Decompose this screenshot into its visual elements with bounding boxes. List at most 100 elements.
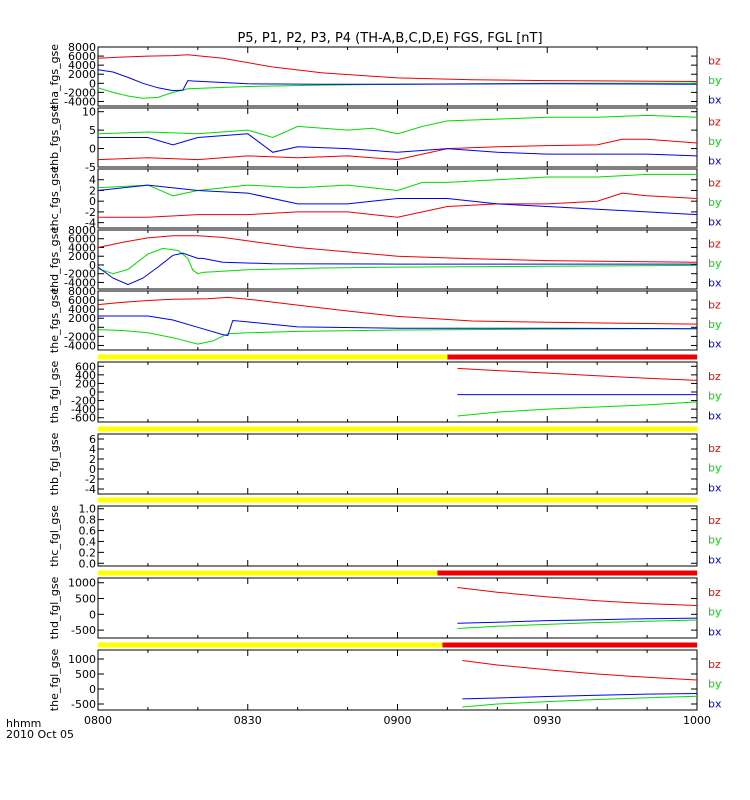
y-axis-label: thb_fgs_gse [48,105,61,171]
y-tick-label: 2000 [68,312,96,325]
y-tick-label: 0 [89,608,96,621]
y-tick-label: 0 [89,463,96,476]
x-tick-label: 0800 [84,714,112,727]
y-axis-label: thb_fgl_gse [48,432,61,495]
y-tick-label: 0.4 [79,535,97,548]
panel-thc_fgs_gse: 420-2-4 thc_fgs_gse bz by bx [48,166,722,231]
bars-layer [98,354,697,648]
y-axis-label: tha_fgs_gse [48,44,61,109]
series-bz-line [462,660,698,681]
y-tick-label: 0 [89,77,96,90]
y-tick-label: -4000 [64,339,96,352]
legend-bx: bx [708,481,722,494]
y-tick-label: 1.0 [79,503,97,516]
status-bar-segment-yellow [98,497,697,503]
series-by-line [97,247,698,275]
series-bx-line [97,184,698,216]
y-tick-label: 2000 [68,250,96,263]
y-tick-label: 4000 [68,241,96,254]
y-tick-label: -2 [85,206,96,219]
y-tick-label: 4 [89,174,96,187]
series-by-line [457,401,698,417]
legend-bz: bz [708,116,721,129]
x-tick-label: 0930 [533,714,561,727]
x-tick-label: 1000 [683,714,711,727]
y-tick-label: 0 [89,195,96,208]
y-tick-label: 600 [75,360,96,373]
status-bar-segment-red [442,642,697,648]
panel-thb_fgs_gse: 10 5 0 -5 thb_fgs_gse bz by bx [48,105,722,174]
y-tick-label: -500 [71,698,96,711]
y-axis-label: thc_fgl_gse [48,505,61,567]
y-tick-label: -4 [85,483,96,496]
panel-frame [97,577,698,639]
legend-bz: bz [708,177,721,190]
y-tick-label: 0 [89,683,96,696]
y-tick-label: 400 [75,369,96,382]
legend-by: by [708,678,722,691]
y-tick-label: -400 [71,403,96,416]
y-tick-label: -500 [71,624,96,637]
y-tick-label: 8000 [68,41,96,54]
legend-bz: bz [708,238,721,251]
legend-by: by [708,390,722,403]
status-bar-segment-yellow [98,570,438,576]
legend-by: by [708,318,722,331]
legend-bz: bz [708,55,721,68]
series-bz-line [97,296,698,325]
panel-the_fgl_gse: 1000 500 0 -500 the_fgl_gse bz by bx [48,649,722,712]
x-tick-label: 0830 [234,714,262,727]
series-bz-line [97,54,698,82]
y-tick-label: 8000 [68,224,96,237]
y-tick-label: 0.2 [79,546,97,559]
y-tick-label: 500 [75,593,96,606]
series-by-line [462,695,698,708]
series-bz-line [457,367,698,381]
y-tick-label: -2000 [64,268,96,281]
legend-bz: bz [708,586,721,599]
legend-by: by [708,534,722,547]
legend-by: by [708,606,722,619]
y-tick-label: 200 [75,377,96,390]
y-tick-label: -200 [71,395,96,408]
y-tick-label: 1000 [68,577,96,590]
status-bar-segment-yellow [98,354,448,360]
legend-bx: bx [708,216,722,229]
legend-by: by [708,462,722,475]
y-tick-label: 2 [89,453,96,466]
y-tick-label: 6000 [68,294,96,307]
panel-thd_fgl_gse: 1000 500 0 -500 thd_fgl_gse bz by bx [48,576,722,639]
panel-thc_fgl_gse: 1.00.80.60.40.20.0 thc_fgl_gse bz by bx [48,503,722,571]
footer-hhmm: hhmm [6,717,41,730]
y-tick-label: -600 [71,412,96,425]
legend-bx: bx [708,277,722,290]
status-bar-segment-yellow [98,426,697,432]
legend-bx: bx [708,697,722,710]
y-tick-label: 500 [75,668,96,681]
y-axis-label: thd_fgs_gse [48,227,61,293]
series-by-line [97,114,698,139]
series-bz-line [97,235,698,263]
status-bar-segment-yellow [98,642,443,648]
y-tick-label: 1000 [68,653,96,666]
legend-by: by [708,196,722,209]
y-tick-label: 0.0 [79,557,97,570]
series-bz-line [457,587,698,606]
y-tick-label: -4000 [64,95,96,108]
panel-frame [97,361,698,423]
y-tick-label: 10 [82,106,96,119]
legend-bx: bx [708,155,722,168]
legend-bz: bz [708,299,721,312]
legend-bx: bx [708,553,722,566]
status-bar-segment-red [447,354,697,360]
series-bx-line [462,693,698,700]
series-bx-line [98,315,698,337]
series-bx-line [97,69,698,92]
